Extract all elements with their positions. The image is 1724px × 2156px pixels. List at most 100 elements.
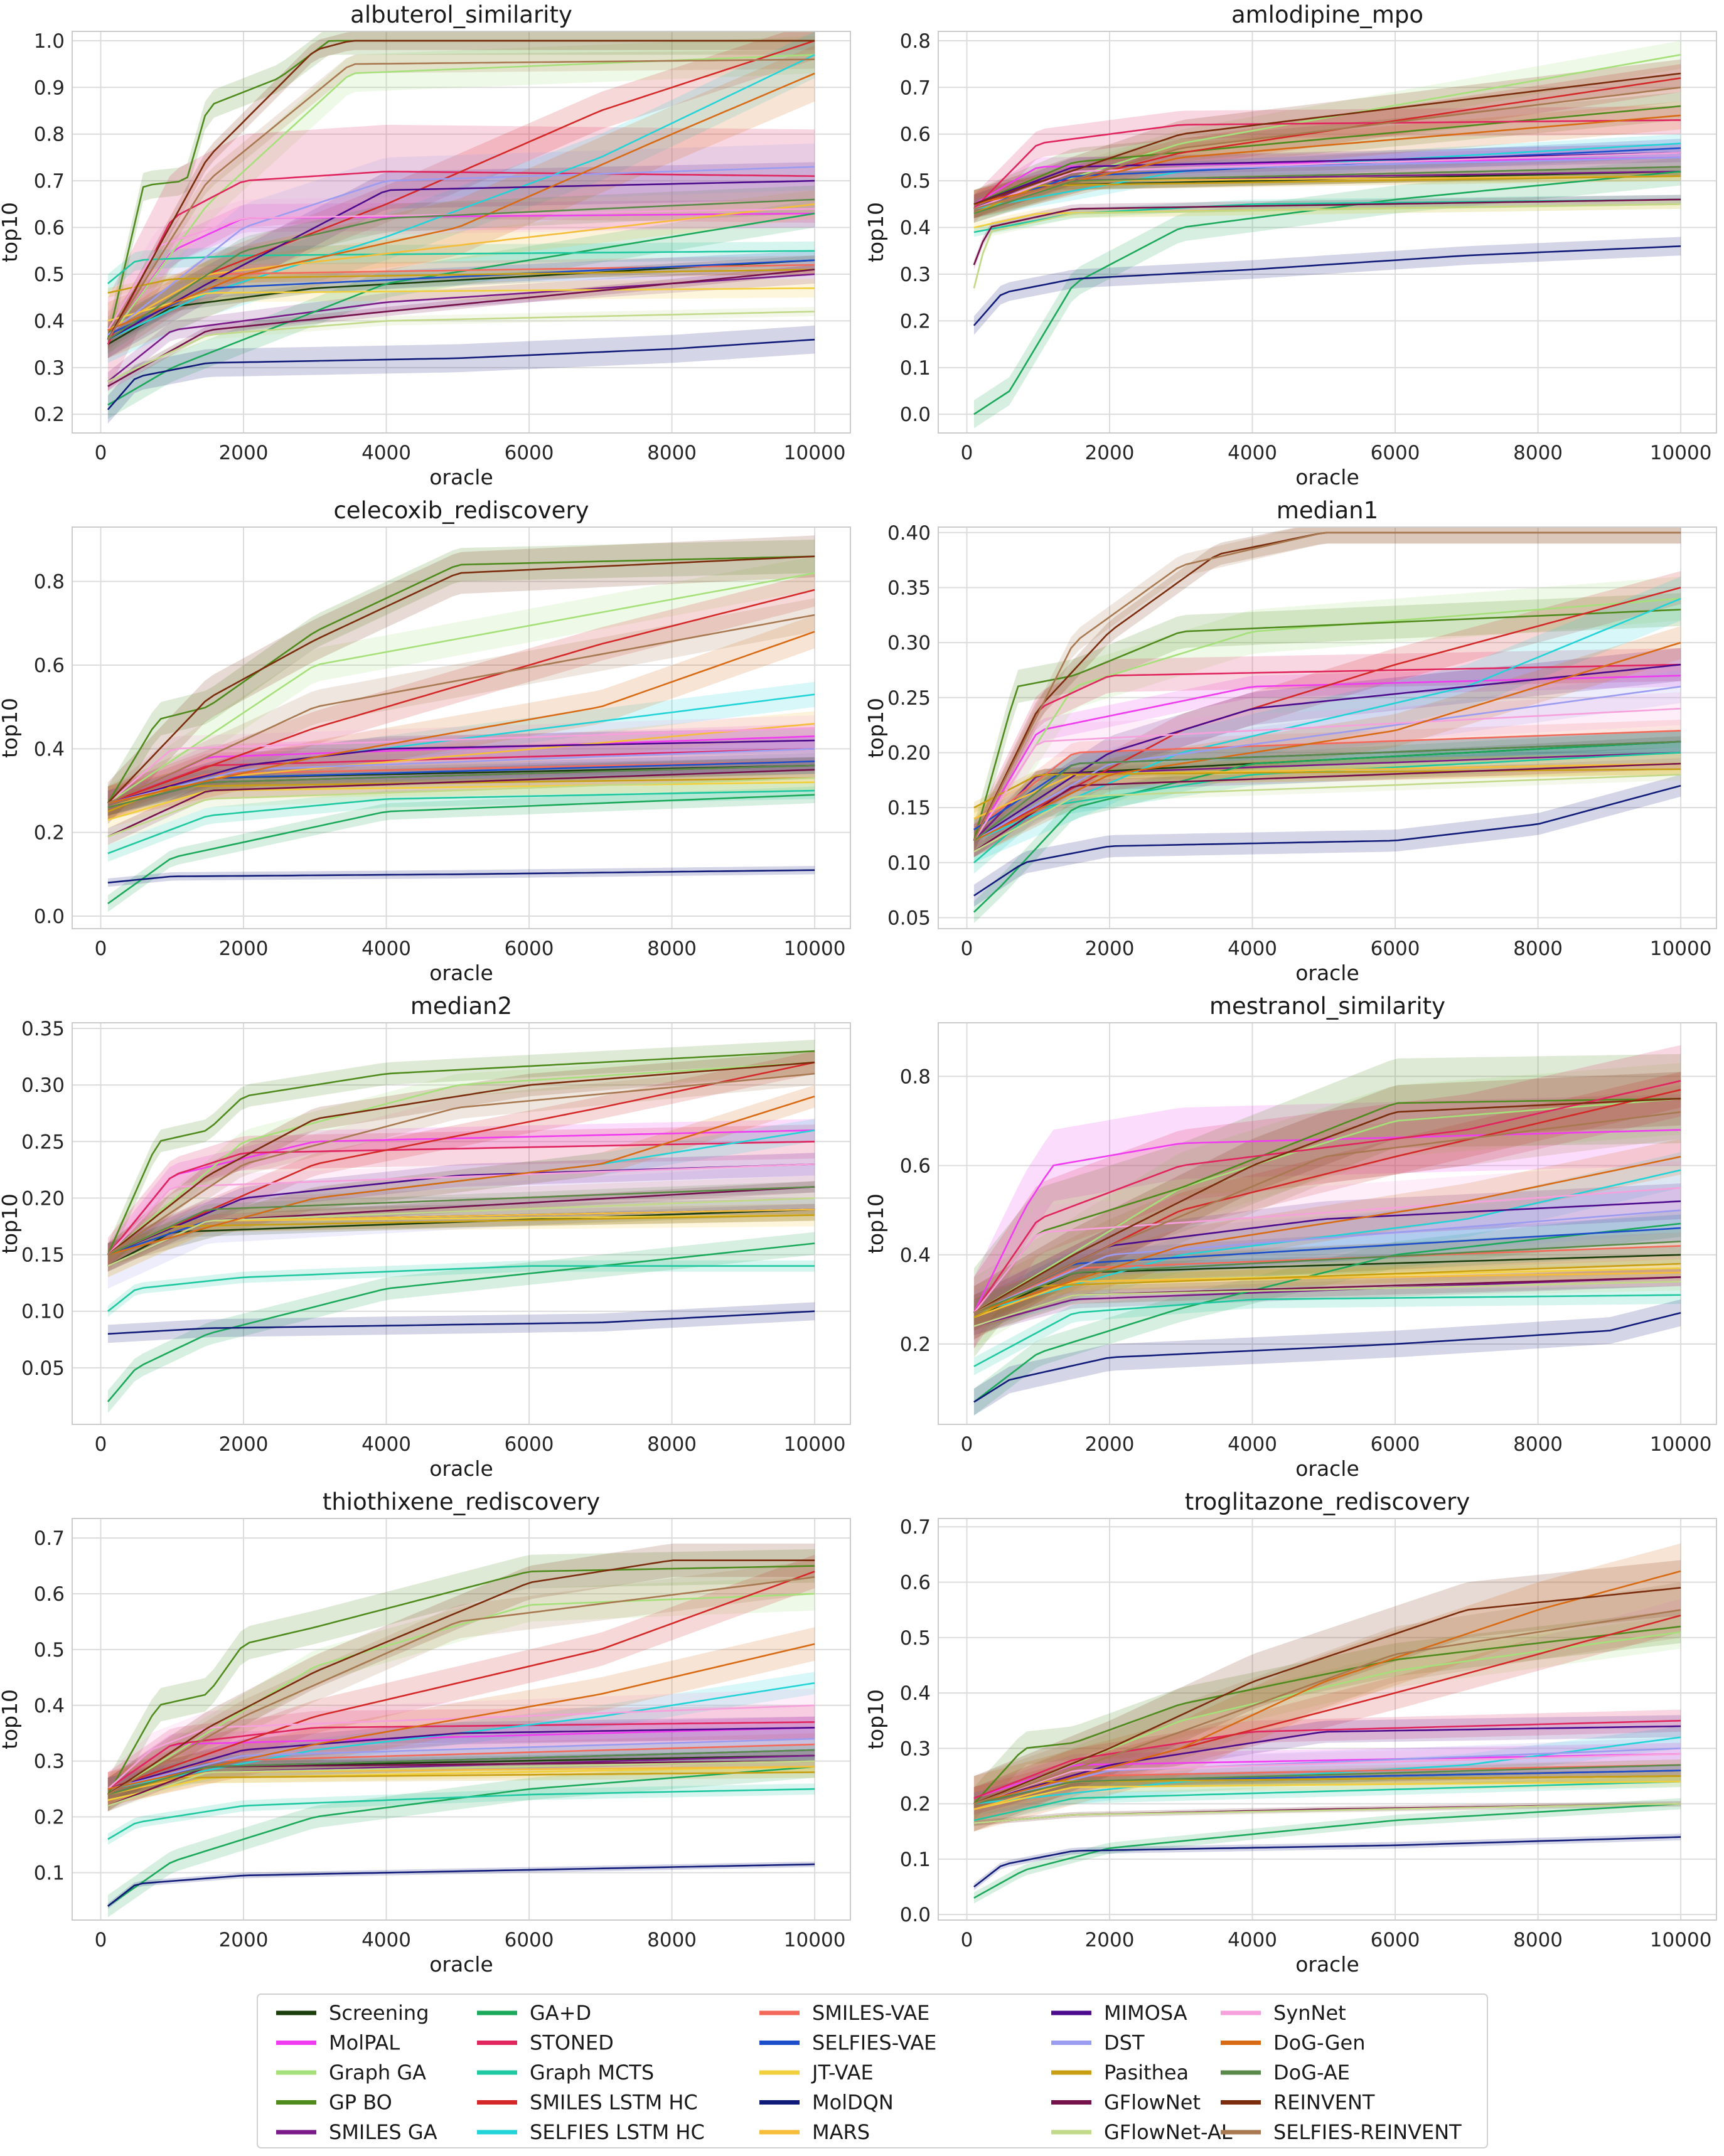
y-tick-label: 0.6 <box>34 1583 65 1606</box>
band-synnet <box>107 190 815 349</box>
line-pasithea <box>973 768 1681 809</box>
line-gflownet-al <box>973 1281 1681 1327</box>
subplot-title: thiothixene_rediscovery <box>323 1488 600 1515</box>
y-tick-label: 0.7 <box>900 1516 931 1539</box>
band-smiles-lstm-hc <box>973 571 1681 857</box>
line-dst <box>973 1209 1681 1314</box>
line-graph-ga <box>107 53 815 340</box>
x-tick-label: 2000 <box>1085 1929 1135 1951</box>
band-selfies-vae <box>107 250 815 344</box>
y-tick-label: 0.30 <box>21 1074 65 1097</box>
line-dst <box>107 166 815 336</box>
legend-item: Screening <box>276 2001 429 2025</box>
x-tick-label: 2000 <box>219 1433 269 1456</box>
line-selfies-reinvent <box>107 614 815 804</box>
legend-item: Graph GA <box>276 2061 426 2084</box>
y-axis-label: top10 <box>0 202 22 262</box>
line-selfies-lstm-hc <box>973 1169 1681 1314</box>
legend-item: SELFIES-VAE <box>759 2031 936 2055</box>
line-reinvent <box>107 1559 815 1796</box>
band-mimosa <box>973 1183 1681 1331</box>
band-stoned <box>973 648 1681 857</box>
band-gflownet <box>973 195 1681 270</box>
y-tick-label: 0.1 <box>34 1862 65 1884</box>
x-tick-label: 2000 <box>219 442 269 464</box>
x-axis-label: oracle <box>1295 961 1359 985</box>
line-gp-bo <box>973 1625 1681 1805</box>
band-gflownet-al <box>973 1273 1681 1335</box>
line-gflownet <box>107 769 815 838</box>
x-axis-label: oracle <box>1295 465 1359 489</box>
band-selfies-reinvent <box>107 50 815 350</box>
line-pasithea <box>973 1262 1681 1318</box>
y-tick-label: 0.35 <box>21 1018 65 1040</box>
legend-label: Pasithea <box>1104 2061 1189 2084</box>
y-tick-label: 0.10 <box>21 1301 65 1323</box>
series-group <box>973 1045 1681 1416</box>
subplot-mestranol-similarity: 0 2000 4000 6000 8000 10000 0.2 0.4 0.6 0.8 mestra… <box>864 993 1717 1481</box>
plot-frame <box>72 1518 851 1921</box>
legend-item: SynNet <box>1221 2001 1346 2025</box>
legend-item: JT-VAE <box>759 2061 874 2084</box>
x-tick-label: 0 <box>961 1929 973 1951</box>
line-selfies-reinvent <box>107 1072 815 1256</box>
legend-label: SMILES-VAE <box>812 2001 929 2025</box>
line-synnet <box>973 708 1681 841</box>
line-reinvent <box>973 1097 1681 1314</box>
x-tick-label: 8000 <box>1513 1433 1563 1456</box>
legend-item: SELFIES-REINVENT <box>1221 2120 1462 2144</box>
legend-label: DST <box>1104 2031 1145 2055</box>
plot-frame <box>72 31 851 434</box>
band-stoned <box>973 106 1681 223</box>
band-smiles-lstm-hc <box>973 1072 1681 1331</box>
band-graph-mcts <box>107 1783 815 1845</box>
y-tick-label: 0.8 <box>34 124 65 146</box>
band-stoned <box>107 1124 815 1272</box>
y-tick-label: 0.2 <box>900 310 931 333</box>
line-gflownet-al <box>107 1197 815 1267</box>
line-moldqn <box>107 869 815 883</box>
y-tick-label: 0.2 <box>900 1793 931 1816</box>
line-smiles-lstm-hc <box>973 587 1681 841</box>
plot-frame <box>938 526 1717 929</box>
line-stoned <box>107 748 815 804</box>
legend-label: Graph GA <box>329 2061 426 2084</box>
y-tick-label: 0.05 <box>887 907 931 929</box>
line-stoned <box>973 1080 1681 1313</box>
line-mars <box>107 203 815 331</box>
band-synnet <box>973 692 1681 857</box>
subplot-title: albuterol_similarity <box>350 1 572 28</box>
y-axis-label: top10 <box>864 698 888 758</box>
line-dog-ae <box>973 1764 1681 1805</box>
line-dog-gen <box>973 1156 1681 1314</box>
line-gflownet-al <box>107 777 815 838</box>
band-gp-bo <box>107 1040 815 1266</box>
line-ga-d <box>107 794 815 905</box>
line-graph-mcts <box>107 1788 815 1840</box>
line-selfies-reinvent <box>973 531 1681 841</box>
legend-label: SynNet <box>1273 2001 1346 2025</box>
x-tick-label: 4000 <box>1228 1433 1277 1456</box>
legend-item: DoG-Gen <box>1221 2031 1366 2055</box>
x-tick-label: 10000 <box>1650 1929 1712 1951</box>
band-selfies-lstm-hc <box>973 576 1681 863</box>
y-tick-label: 0.0 <box>900 403 931 426</box>
legend-label: SMILES LSTM HC <box>530 2091 698 2115</box>
line-synnet <box>107 1163 815 1256</box>
legend-item: MolDQN <box>759 2091 894 2115</box>
line-smiles-lstm-hc <box>107 1061 815 1256</box>
band-gp-bo <box>107 1549 815 1812</box>
line-dog-ae <box>107 1749 815 1796</box>
band-jt-vae <box>107 1203 815 1278</box>
band-molpal <box>973 1094 1681 1349</box>
y-tick-label: 0.6 <box>900 124 931 146</box>
line-molpal <box>973 1753 1681 1800</box>
line-gp-bo <box>973 1097 1681 1314</box>
legend-item: SMILES GA <box>276 2120 437 2144</box>
line-dst <box>107 748 815 804</box>
subplot-median2: 0 2000 4000 6000 8000 10000 0.05 0.10 0.15 0.20 0.… <box>0 993 851 1481</box>
band-dog-ae <box>973 1759 1681 1810</box>
x-tick-label: 4000 <box>1228 1929 1277 1951</box>
line-mimosa <box>107 1727 815 1790</box>
line-pasithea <box>107 1771 815 1796</box>
